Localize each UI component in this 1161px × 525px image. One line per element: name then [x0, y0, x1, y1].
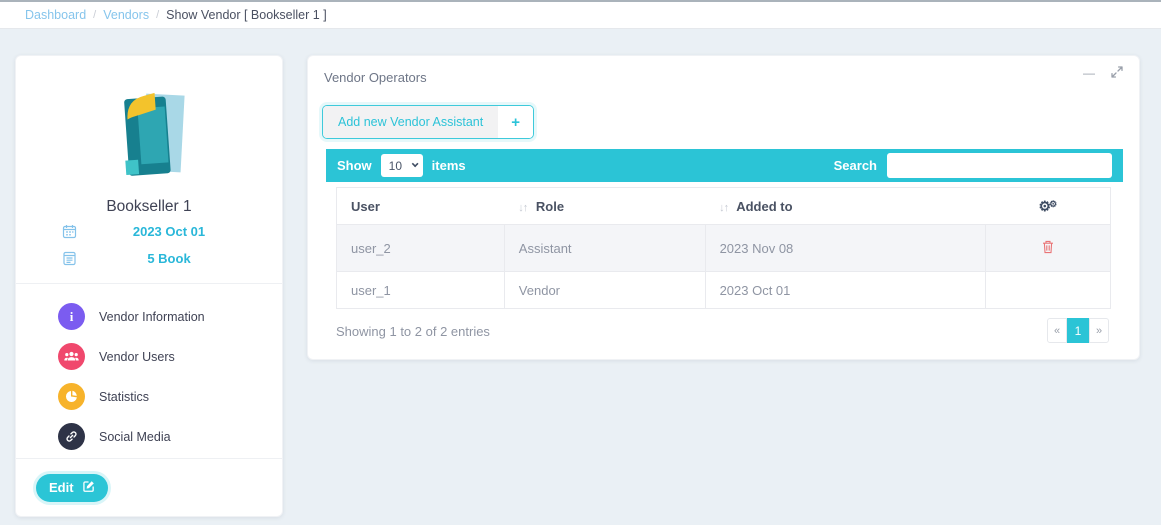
breadcrumb-link-dashboard[interactable]: Dashboard: [25, 8, 87, 22]
cell-user: user_1: [336, 271, 505, 309]
book-icon: [62, 251, 82, 266]
items-label: items: [431, 158, 466, 173]
panel-title: Vendor Operators: [324, 70, 427, 85]
pagination-next-button[interactable]: »: [1089, 318, 1109, 343]
menu-item-vendor-users[interactable]: Vendor Users: [58, 343, 282, 370]
pie-chart-icon: [58, 383, 85, 410]
book-logo-icon: [124, 92, 185, 176]
vendor-menu: i Vendor Information Vendor Users St: [16, 284, 282, 450]
trash-icon: [1042, 240, 1054, 257]
column-header-role[interactable]: ↓↑ Role: [504, 187, 706, 225]
cell-actions: [985, 271, 1111, 309]
column-header-user[interactable]: User: [336, 187, 505, 225]
table-toolbar: Show 10 items Search: [326, 149, 1123, 182]
table-row: user_1 Vendor 2023 Oct 01: [336, 271, 1111, 309]
users-icon: [58, 343, 85, 370]
vendor-operators-panel: Vendor Operators — Add new Vendor Assist…: [307, 55, 1140, 360]
show-label: Show: [337, 158, 372, 173]
sort-icon: ↓↑: [719, 201, 729, 214]
table-header-row: User ↓↑ Role ↓↑ Added to ⚙⚙: [336, 187, 1111, 225]
vendor-card-footer: Edit: [16, 458, 282, 516]
search-input[interactable]: [887, 153, 1112, 178]
expand-icon[interactable]: [1111, 66, 1123, 80]
menu-item-label: Vendor Users: [99, 349, 175, 364]
cell-user: user_2: [336, 224, 505, 272]
table-row: user_2 Assistant 2023 Nov 08: [336, 224, 1111, 272]
vendor-book-count: 5 Book: [147, 251, 191, 266]
add-vendor-assistant-button[interactable]: Add new Vendor Assistant +: [322, 105, 534, 139]
sort-icon: ↓↑: [518, 201, 528, 214]
menu-item-social-media[interactable]: Social Media: [58, 423, 282, 450]
page-size-select[interactable]: 10: [380, 154, 423, 177]
table-info-text: Showing 1 to 2 of 2 entries: [336, 324, 490, 339]
menu-item-vendor-information[interactable]: i Vendor Information: [58, 303, 282, 330]
edit-vendor-button[interactable]: Edit: [36, 473, 108, 502]
cogs-icon: ⚙⚙: [1038, 197, 1058, 214]
delete-operator-button[interactable]: [1040, 238, 1056, 259]
breadcrumb-link-vendors[interactable]: Vendors: [103, 8, 150, 22]
menu-item-label: Statistics: [99, 389, 150, 404]
link-icon: [58, 423, 85, 450]
cell-added-to: 2023 Nov 08: [704, 224, 986, 272]
breadcrumb: Dashboard / Vendors / Show Vendor [ Book…: [0, 0, 1161, 29]
menu-item-label: Vendor Information: [99, 309, 205, 324]
calendar-icon: [62, 224, 82, 239]
divider: [16, 283, 282, 284]
breadcrumb-separator: /: [93, 9, 97, 21]
plus-icon: +: [498, 106, 533, 138]
edit-button-label: Edit: [49, 480, 74, 495]
vendor-logo: [16, 56, 282, 192]
column-header-actions: ⚙⚙: [985, 187, 1111, 225]
column-header-added-to[interactable]: ↓↑ Added to: [705, 187, 986, 225]
vendor-summary-card: Bookseller 1 2023 Oct 01 5 Book i Vendor…: [15, 55, 283, 517]
minimize-icon[interactable]: —: [1083, 66, 1095, 80]
pagination-prev-button[interactable]: «: [1047, 318, 1067, 343]
vendor-date-row: 2023 Oct 01: [16, 220, 282, 243]
vendor-name: Bookseller 1: [106, 198, 192, 215]
pagination-page-1[interactable]: 1: [1067, 318, 1089, 343]
vendor-books-row: 5 Book: [16, 247, 282, 270]
cell-role: Assistant: [503, 224, 706, 272]
operators-table: User ↓↑ Role ↓↑ Added to ⚙⚙ use: [336, 187, 1111, 309]
breadcrumb-current: Show Vendor [ Bookseller 1 ]: [166, 8, 327, 22]
pagination: « 1 »: [1047, 318, 1109, 343]
add-button-label: Add new Vendor Assistant: [323, 106, 499, 138]
edit-pen-icon: [82, 480, 95, 495]
cell-actions: [985, 224, 1111, 272]
vendor-created-date: 2023 Oct 01: [132, 224, 206, 239]
info-icon: i: [58, 303, 85, 330]
menu-item-label: Social Media: [99, 429, 171, 444]
menu-item-statistics[interactable]: Statistics: [58, 383, 282, 410]
cell-role: Vendor: [503, 271, 706, 309]
breadcrumb-separator: /: [156, 9, 160, 21]
panel-tools: —: [1083, 66, 1123, 80]
cell-added-to: 2023 Oct 01: [704, 271, 986, 309]
search-label: Search: [833, 158, 877, 173]
